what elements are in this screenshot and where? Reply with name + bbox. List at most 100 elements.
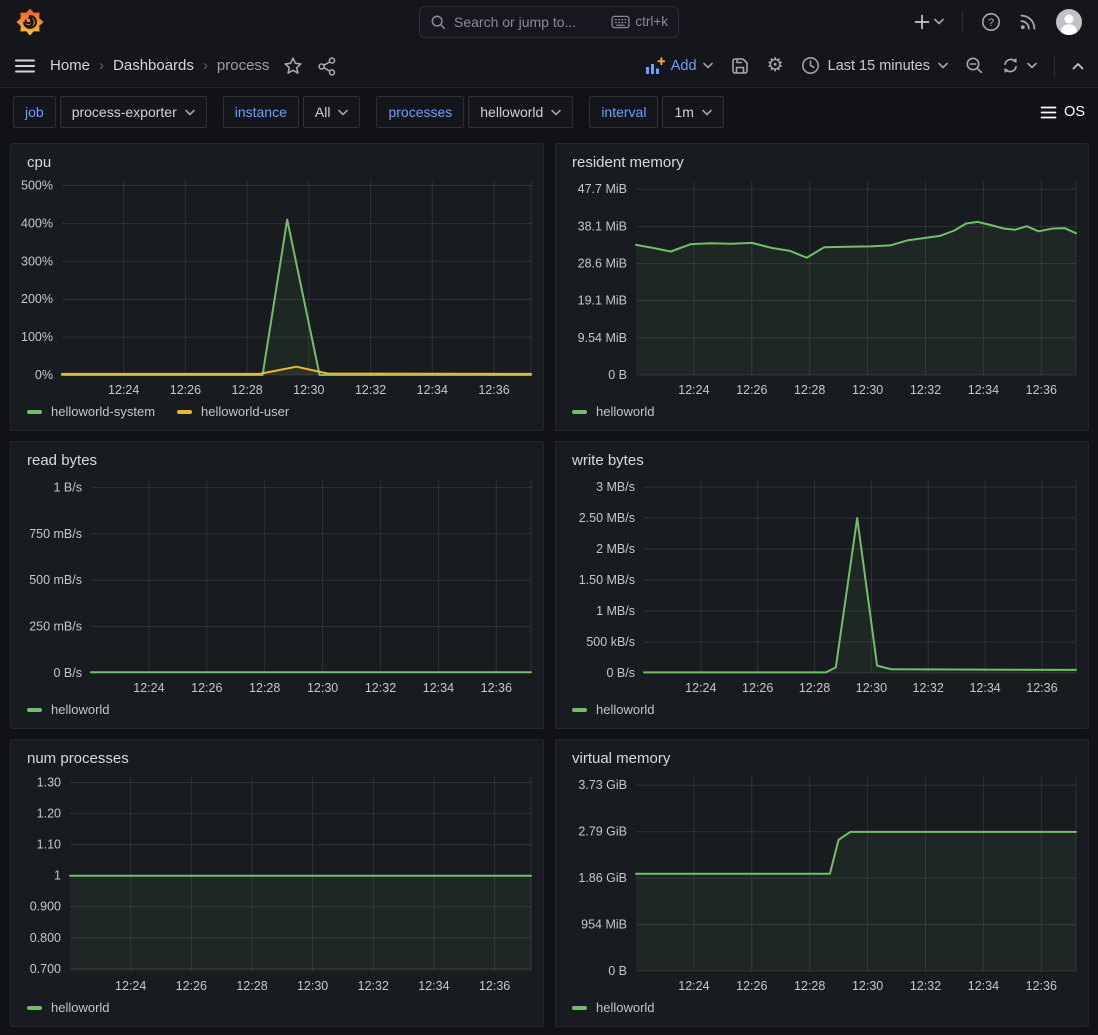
hamburger-icon <box>15 59 35 72</box>
panel-virtual-memory: virtual memory 0 B 954 MiB 1.86 GiB 2.79 Gi… <box>555 739 1089 1027</box>
news-button[interactable] <box>1019 12 1038 31</box>
timeseries-chart[interactable]: 0 B 9.54 MiB 19.1 MiB 28.6 MiB 38.1 MiB 47.7 … <box>556 173 1088 401</box>
panel-title[interactable]: virtual memory <box>572 750 671 767</box>
svg-text:19.1 MiB: 19.1 MiB <box>578 294 627 308</box>
svg-text:3.73 GiB: 3.73 GiB <box>578 778 627 792</box>
keyboard-icon <box>611 15 630 28</box>
svg-text:1.86 GiB: 1.86 GiB <box>578 871 627 885</box>
svg-text:500 mB/s: 500 mB/s <box>29 573 82 587</box>
svg-text:38.1 MiB: 38.1 MiB <box>578 220 627 234</box>
legend-item[interactable]: helloworld <box>572 1000 655 1015</box>
graph-plus-icon <box>645 56 665 74</box>
svg-text:12:28: 12:28 <box>236 979 267 993</box>
variable-value-dropdown[interactable]: All <box>302 96 361 128</box>
variable-label: processes <box>376 96 465 128</box>
svg-text:100%: 100% <box>21 330 53 344</box>
save-dashboard-button[interactable] <box>730 56 750 76</box>
chevron-down-icon <box>551 109 562 115</box>
timeseries-chart[interactable]: 0.700 0.800 0.900 1 1.10 1.20 1.30 12:24 12:26 12… <box>11 769 543 997</box>
gear-icon: ⚙ <box>766 55 784 76</box>
panel-legend: helloworld <box>11 997 543 1026</box>
svg-text:12:30: 12:30 <box>297 979 328 993</box>
variable-value-dropdown[interactable]: 1m <box>662 96 724 128</box>
search-input[interactable]: Search or jump to... ctrl+k <box>419 5 679 38</box>
panel-num-processes: num processes 0.700 0.800 0.900 1 1.10 1.20 1.… <box>10 739 544 1027</box>
svg-text:12:30: 12:30 <box>852 979 883 993</box>
share-button[interactable] <box>317 56 337 76</box>
variable-instance: instance All <box>222 96 361 128</box>
collapse-toolbar-button[interactable] <box>1072 62 1084 70</box>
save-icon <box>731 57 748 74</box>
series-swatch <box>27 1005 42 1010</box>
refresh-interval-chevron-icon[interactable] <box>1027 62 1037 69</box>
panel-read-bytes: read bytes 0 B/s 250 mB/s 500 mB/s 750 mB/s… <box>10 441 544 729</box>
help-button[interactable]: ? <box>981 12 1001 32</box>
legend-item[interactable]: helloworld <box>27 702 110 717</box>
svg-text:12:26: 12:26 <box>736 979 767 993</box>
refresh-button[interactable] <box>1001 56 1037 75</box>
os-label: OS <box>1064 104 1085 120</box>
divider <box>1054 54 1055 77</box>
series-label: helloworld <box>596 702 655 717</box>
timeseries-chart[interactable]: 0 B/s 500 kB/s 1 MB/s 1.50 MB/s 2 MB/s 2.50 M… <box>556 471 1088 699</box>
os-links-toggle[interactable]: OS <box>1040 104 1085 120</box>
favorite-button[interactable] <box>283 56 303 76</box>
svg-text:12:30: 12:30 <box>852 383 883 397</box>
legend-item[interactable]: helloworld <box>572 404 655 419</box>
new-button[interactable] <box>914 14 944 30</box>
chevron-right-icon: › <box>99 57 105 74</box>
avatar[interactable] <box>1056 8 1082 35</box>
panel-grid: cpu 0% 100% 200% 300% 400% 500% 12:24 12:26 12:2… <box>0 136 1098 1027</box>
svg-text:12:32: 12:32 <box>910 383 941 397</box>
search-placeholder: Search or jump to... <box>454 13 577 30</box>
timeseries-chart[interactable]: 0 B/s 250 mB/s 500 mB/s 750 mB/s 1 B/s 12:24 1… <box>11 471 543 699</box>
grafana-logo-icon[interactable] <box>16 8 44 36</box>
svg-text:12:34: 12:34 <box>423 681 454 695</box>
chevron-down-icon <box>184 109 195 115</box>
variable-value-dropdown[interactable]: helloworld <box>468 96 574 128</box>
panel-title[interactable]: cpu <box>27 154 52 171</box>
mega-menu-button[interactable] <box>14 55 36 77</box>
clock-icon <box>801 57 819 74</box>
search-shortcut: ctrl+k <box>635 14 668 29</box>
svg-text:9.54 MiB: 9.54 MiB <box>578 331 627 345</box>
svg-text:12:26: 12:26 <box>170 383 201 397</box>
legend-item[interactable]: helloworld-system <box>27 404 155 419</box>
panel-title[interactable]: num processes <box>27 750 129 767</box>
panel-title[interactable]: read bytes <box>27 452 98 469</box>
zoom-out-button[interactable] <box>965 56 984 75</box>
breadcrumb-dashboards[interactable]: Dashboards <box>113 57 194 74</box>
divider <box>962 10 963 33</box>
panel-cpu: cpu 0% 100% 200% 300% 400% 500% 12:24 12:26 12:2… <box>10 143 544 431</box>
timeseries-chart[interactable]: 0 B 954 MiB 1.86 GiB 2.79 GiB 3.73 GiB 12:24 1… <box>556 769 1088 997</box>
breadcrumb-home[interactable]: Home <box>50 57 91 74</box>
svg-text:954 MiB: 954 MiB <box>581 918 627 932</box>
series-swatch <box>27 409 42 414</box>
share-icon <box>318 56 336 76</box>
panel-title[interactable]: resident memory <box>572 154 684 171</box>
svg-text:12:28: 12:28 <box>794 979 825 993</box>
panel-title[interactable]: write bytes <box>572 452 644 469</box>
svg-text:0%: 0% <box>35 368 53 382</box>
help-icon: ? <box>982 12 1000 31</box>
refresh-icon <box>1004 58 1017 73</box>
svg-text:12:30: 12:30 <box>856 681 887 695</box>
add-label: Add <box>670 57 697 74</box>
top-nav: Search or jump to... ctrl+k ? <box>0 0 1098 44</box>
legend-item[interactable]: helloworld <box>572 702 655 717</box>
dashboard-settings-button[interactable]: ⚙ <box>767 56 784 75</box>
svg-text:12:32: 12:32 <box>358 979 389 993</box>
variable-job: job process-exporter <box>13 96 207 128</box>
timeseries-chart[interactable]: 0% 100% 200% 300% 400% 500% 12:24 12:26 12:28 12:… <box>11 173 543 401</box>
add-panel-button[interactable]: Add <box>645 56 713 75</box>
variable-value-dropdown[interactable]: process-exporter <box>59 96 207 128</box>
legend-item[interactable]: helloworld <box>27 1000 110 1015</box>
svg-text:12:36: 12:36 <box>1026 979 1057 993</box>
svg-text:3 MB/s: 3 MB/s <box>596 480 635 494</box>
series-label: helloworld-user <box>201 404 290 419</box>
legend-item[interactable]: helloworld-user <box>177 404 289 419</box>
time-range-picker[interactable]: Last 15 minutes <box>801 56 948 75</box>
svg-text:12:28: 12:28 <box>799 681 830 695</box>
svg-text:1.50 MB/s: 1.50 MB/s <box>579 573 635 587</box>
svg-text:12:28: 12:28 <box>249 681 280 695</box>
